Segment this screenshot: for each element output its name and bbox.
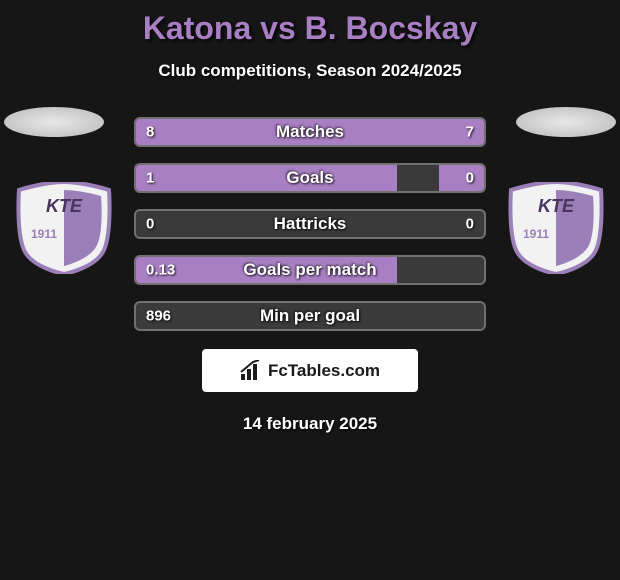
club-year: 1911	[31, 227, 57, 241]
club-year: 1911	[523, 227, 549, 241]
shield-icon: KTE 1911	[506, 182, 606, 274]
bar-track	[134, 117, 486, 147]
club-badge-right: KTE 1911	[506, 182, 606, 274]
bar-track	[134, 255, 486, 285]
stats-area: KTE 1911 KTE 1911 Matches87Goals10Hattri…	[134, 117, 486, 331]
stat-row: Matches87	[134, 117, 486, 147]
bar-track	[134, 301, 486, 331]
shield-icon: KTE 1911	[14, 182, 114, 274]
subtitle: Club competitions, Season 2024/2025	[0, 61, 620, 81]
stat-row: Goals10	[134, 163, 486, 193]
bars-icon	[240, 360, 262, 382]
bar-right	[320, 119, 484, 145]
comparison-card: Katona vs B. Bocskay Club competitions, …	[0, 0, 620, 434]
stat-row: Goals per match0.13	[134, 255, 486, 285]
date-text: 14 february 2025	[0, 414, 620, 434]
brand-text: FcTables.com	[268, 361, 380, 381]
player-avatar-right	[516, 107, 616, 137]
stat-row: Hattricks00	[134, 209, 486, 239]
club-text: KTE	[46, 196, 83, 216]
bar-track	[134, 209, 486, 239]
stat-row: Min per goal896	[134, 301, 486, 331]
page-title: Katona vs B. Bocskay	[0, 10, 620, 47]
stats-list: Matches87 Goals10 Hattricks00 Goals per mat…	[134, 117, 486, 331]
bar-left	[136, 165, 397, 191]
bar-left	[136, 119, 320, 145]
brand-badge: FcTables.com	[202, 349, 418, 392]
club-text: KTE	[538, 196, 575, 216]
player-avatar-left	[4, 107, 104, 137]
bar-right	[439, 165, 484, 191]
bar-track	[134, 163, 486, 193]
club-badge-left: KTE 1911	[14, 182, 114, 274]
bar-left	[136, 257, 397, 283]
